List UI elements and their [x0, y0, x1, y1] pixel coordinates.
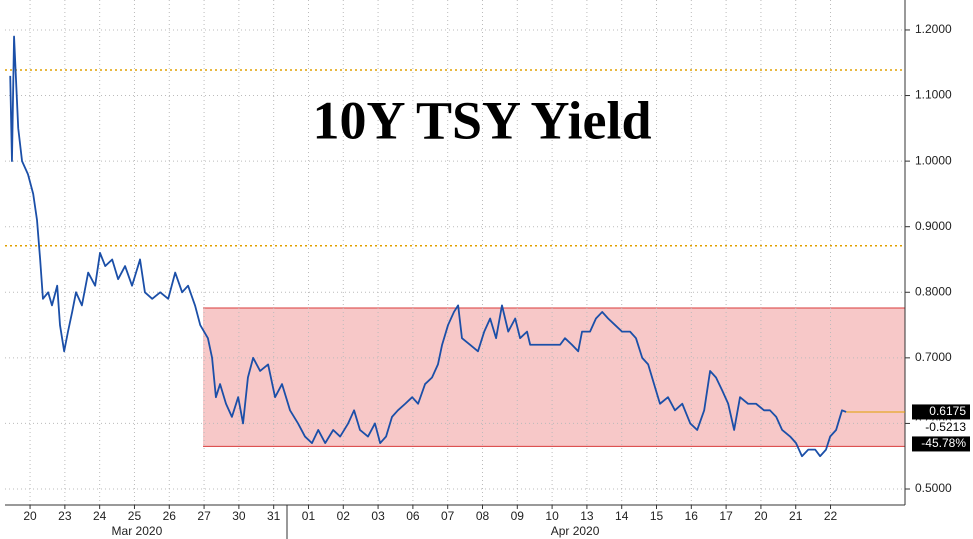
x-tick-label: 25	[128, 509, 142, 523]
x-tick-label: 14	[615, 509, 629, 523]
right-label: -0.5213	[925, 420, 966, 434]
chart-title: 10Y TSY Yield	[312, 90, 651, 150]
right-label-box	[912, 436, 970, 452]
y-tick-label: 1.2000	[915, 22, 952, 36]
x-tick-label: 24	[93, 509, 107, 523]
x-tick-label: 22	[824, 509, 838, 523]
x-tick-label: 08	[476, 509, 490, 523]
x-tick-label: 20	[23, 509, 37, 523]
right-label-box	[912, 420, 970, 436]
x-tick-label: 07	[441, 509, 455, 523]
y-tick-label: 1.0000	[915, 153, 952, 167]
x-tick-label: 23	[58, 509, 72, 523]
y-tick-label: 0.5000	[915, 481, 952, 495]
x-tick-label: 13	[580, 509, 594, 523]
y-tick-label: 0.7000	[915, 350, 952, 364]
y-tick-label: 0.9000	[915, 219, 952, 233]
month-label: Mar 2020	[112, 524, 163, 538]
right-label-box	[912, 404, 970, 420]
x-tick-label: 31	[267, 509, 281, 523]
x-tick-label: 30	[232, 509, 246, 523]
x-tick-label: 03	[371, 509, 385, 523]
x-tick-label: 10	[545, 509, 559, 523]
month-label: Apr 2020	[551, 524, 600, 538]
x-tick-label: 15	[650, 509, 664, 523]
right-label: -45.78%	[921, 436, 966, 450]
x-tick-label: 02	[337, 509, 351, 523]
x-tick-label: 16	[685, 509, 699, 523]
yield-line	[9, 35, 847, 458]
x-tick-label: 17	[719, 509, 733, 523]
x-tick-label: 20	[754, 509, 768, 523]
y-tick-label: 1.1000	[915, 88, 952, 102]
x-tick-label: 21	[789, 509, 803, 523]
x-tick-label: 26	[163, 509, 177, 523]
x-tick-label: 06	[406, 509, 420, 523]
x-tick-label: 01	[302, 509, 316, 523]
x-tick-label: 27	[197, 509, 211, 523]
y-tick-label: 0.8000	[915, 284, 952, 298]
right-label: 0.6175	[929, 404, 966, 418]
channel-band	[203, 308, 906, 447]
x-tick-label: 09	[511, 509, 525, 523]
